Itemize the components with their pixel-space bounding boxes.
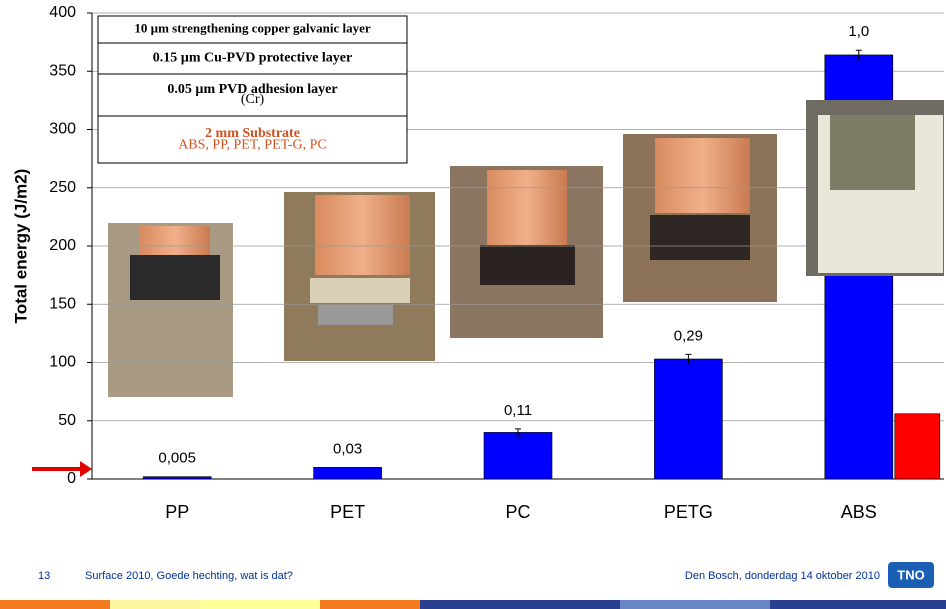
y-tick-label: 100	[49, 354, 76, 371]
x-tick-label: PETG	[664, 502, 713, 522]
footer-title: Surface 2010, Goede hechting, wat is dat…	[85, 570, 293, 582]
strip	[110, 600, 200, 609]
bar	[654, 359, 722, 479]
x-tick-label: ABS	[841, 502, 877, 522]
page-number: 13	[38, 570, 50, 582]
layer-inset: 10 µm strengthening copper galvanic laye…	[98, 16, 407, 163]
photo-detail	[830, 115, 915, 190]
inset-text: 10 µm strengthening copper galvanic laye…	[134, 20, 371, 35]
bar-annotation: 0,29	[674, 327, 703, 344]
inset-text: (Cr)	[241, 92, 265, 107]
bar-annotation: 1,0	[848, 23, 869, 40]
y-tick-label: 300	[49, 121, 76, 138]
bar-annotation: 0,11	[504, 402, 532, 419]
x-tick-label: PP	[165, 502, 189, 522]
arrow	[32, 461, 92, 477]
x-tick-label: PET	[330, 502, 365, 522]
bar	[895, 414, 940, 479]
y-tick-label: 350	[49, 62, 76, 79]
strip	[200, 600, 320, 609]
bar	[314, 467, 382, 479]
photo-detail	[318, 305, 393, 325]
strip	[0, 600, 110, 609]
y-tick-label: 0	[67, 470, 76, 487]
y-tick-label: 400	[49, 4, 76, 21]
photo-detail	[315, 195, 410, 275]
photo-abs-group	[806, 100, 944, 276]
y-tick-label: 50	[58, 412, 76, 429]
photos	[108, 134, 777, 397]
footer-date: Den Bosch, donderdag 14 oktober 2010	[685, 570, 880, 582]
strip	[320, 600, 420, 609]
photo-detail	[310, 278, 410, 303]
photo-detail	[130, 255, 220, 300]
bar-annotation: 0,005	[158, 450, 196, 467]
strip	[770, 600, 946, 609]
photo-detail	[480, 245, 575, 285]
x-tick-label: PC	[505, 502, 530, 522]
y-tick-label: 250	[49, 179, 76, 196]
inset-text: ABS, PP, PET, PET-G, PC	[178, 138, 327, 153]
photo-detail	[655, 138, 750, 213]
logo: TNO	[897, 567, 924, 582]
photo-detail	[650, 215, 750, 260]
bar	[484, 432, 552, 479]
y-tick-label: 150	[49, 295, 76, 312]
strip	[420, 600, 620, 609]
bar-annotation: 0,03	[333, 440, 362, 457]
bar	[143, 477, 211, 479]
y-tick-label: 200	[49, 237, 76, 254]
strip	[620, 600, 770, 609]
inset-text: 0.15 µm Cu-PVD protective layer	[153, 51, 352, 66]
bottom-strip	[0, 600, 946, 609]
page: {"chart_data": {"type": "bar", "y_label"…	[0, 0, 946, 609]
y-axis-label: Total energy (J/m2)	[11, 169, 30, 324]
slide: 0 50 100 150 200 250 300 350 400 Total energy (J/…	[0, 0, 946, 609]
photo-detail	[487, 170, 567, 245]
